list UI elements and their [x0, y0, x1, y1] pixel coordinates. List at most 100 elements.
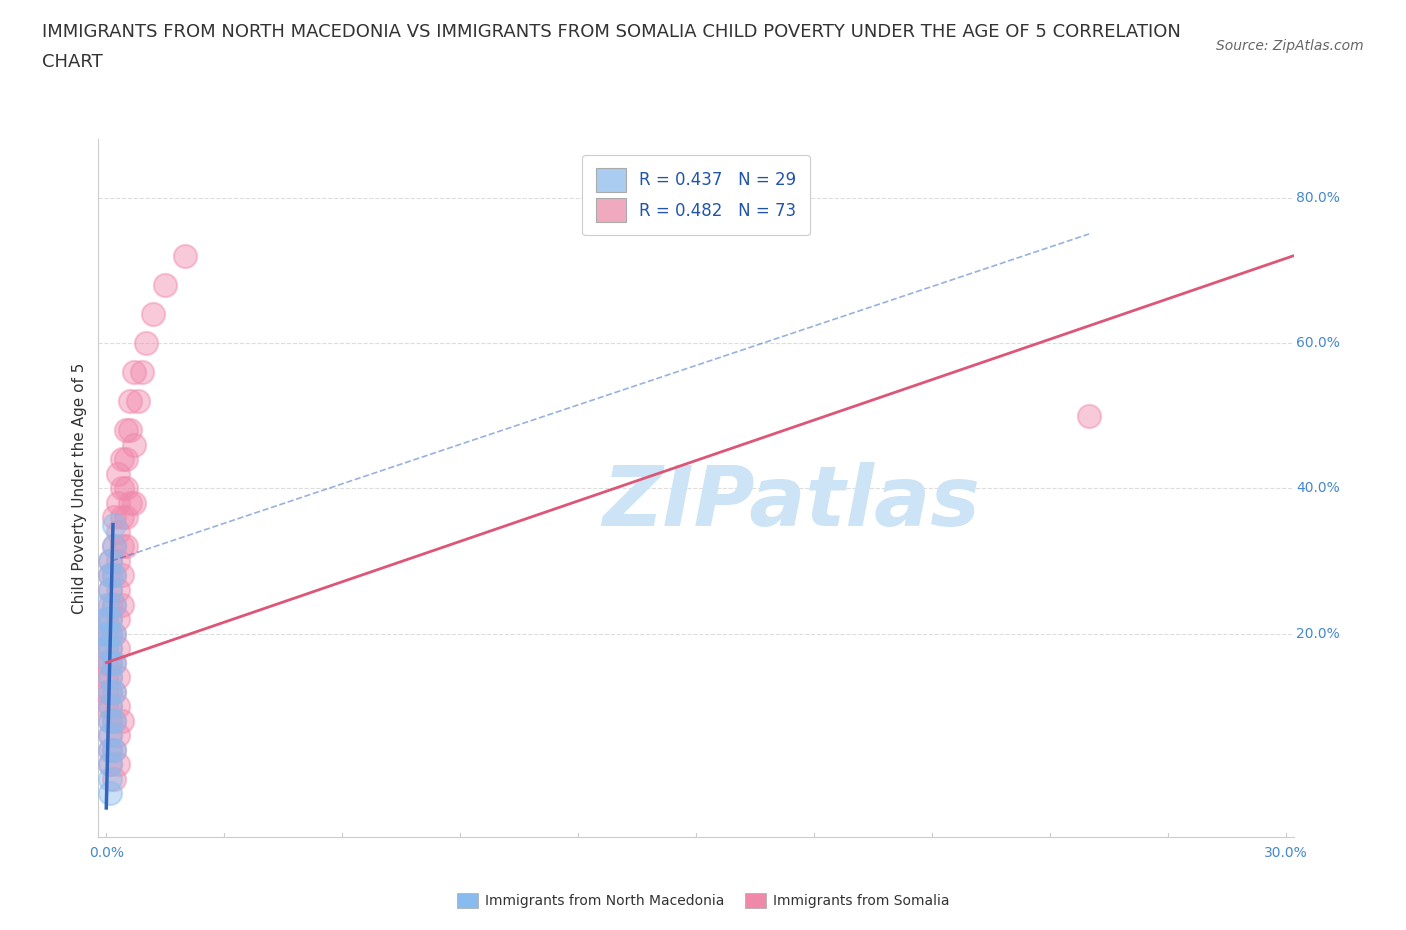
Point — [127, 393, 149, 408]
Point — [103, 684, 125, 699]
Point — [98, 684, 121, 699]
Point — [107, 582, 129, 597]
Point — [118, 393, 141, 408]
Point — [98, 684, 121, 699]
Point — [111, 510, 134, 525]
Point — [98, 786, 121, 801]
Point — [107, 612, 129, 627]
Point — [98, 757, 121, 772]
Point — [135, 336, 157, 351]
Text: 80.0%: 80.0% — [1296, 191, 1340, 205]
Point — [96, 641, 118, 656]
Point — [103, 742, 125, 757]
Point — [103, 539, 125, 554]
Point — [103, 597, 125, 612]
Point — [98, 698, 121, 713]
Point — [111, 481, 134, 496]
Point — [98, 728, 121, 743]
Point — [111, 597, 134, 612]
Point — [98, 742, 121, 757]
Point — [103, 626, 125, 641]
Point — [98, 626, 121, 641]
Point — [1078, 408, 1101, 423]
Point — [98, 582, 121, 597]
Point — [96, 655, 118, 670]
Point — [122, 365, 145, 379]
Point — [115, 422, 138, 438]
Point — [98, 655, 121, 670]
Point — [98, 612, 121, 627]
Point — [115, 452, 138, 467]
Point — [96, 698, 118, 713]
Point — [98, 655, 121, 670]
Legend: R = 0.437   N = 29, R = 0.482   N = 73: R = 0.437 N = 29, R = 0.482 N = 73 — [582, 154, 810, 235]
Point — [96, 626, 118, 641]
Point — [96, 670, 118, 684]
Point — [98, 597, 121, 612]
Point — [103, 684, 125, 699]
Point — [98, 612, 121, 627]
Point — [98, 670, 121, 684]
Text: CHART: CHART — [42, 53, 103, 71]
Point — [122, 496, 145, 511]
Point — [98, 626, 121, 641]
Point — [111, 713, 134, 728]
Text: 0.0%: 0.0% — [89, 845, 124, 859]
Point — [174, 248, 197, 263]
Point — [98, 772, 121, 787]
Point — [103, 517, 125, 532]
Legend: Immigrants from North Macedonia, Immigrants from Somalia: Immigrants from North Macedonia, Immigra… — [451, 888, 955, 914]
Point — [118, 422, 141, 438]
Point — [103, 597, 125, 612]
Point — [98, 742, 121, 757]
Point — [107, 757, 129, 772]
Point — [98, 670, 121, 684]
Point — [98, 698, 121, 713]
Point — [115, 539, 138, 554]
Point — [98, 713, 121, 728]
Point — [96, 641, 118, 656]
Point — [111, 539, 134, 554]
Point — [103, 626, 125, 641]
Point — [98, 553, 121, 568]
Point — [103, 510, 125, 525]
Point — [103, 655, 125, 670]
Point — [122, 437, 145, 452]
Point — [103, 772, 125, 787]
Point — [96, 626, 118, 641]
Point — [107, 553, 129, 568]
Point — [107, 670, 129, 684]
Point — [103, 713, 125, 728]
Point — [96, 612, 118, 627]
Point — [107, 525, 129, 539]
Point — [96, 612, 118, 627]
Point — [103, 655, 125, 670]
Point — [98, 728, 121, 743]
Text: 40.0%: 40.0% — [1296, 481, 1340, 496]
Point — [107, 728, 129, 743]
Point — [98, 553, 121, 568]
Point — [107, 466, 129, 481]
Point — [98, 641, 121, 656]
Text: ZIPatlas: ZIPatlas — [603, 461, 980, 543]
Text: IMMIGRANTS FROM NORTH MACEDONIA VS IMMIGRANTS FROM SOMALIA CHILD POVERTY UNDER T: IMMIGRANTS FROM NORTH MACEDONIA VS IMMIG… — [42, 23, 1181, 41]
Point — [98, 713, 121, 728]
Text: Source: ZipAtlas.com: Source: ZipAtlas.com — [1216, 39, 1364, 53]
Point — [98, 757, 121, 772]
Point — [155, 277, 177, 292]
Point — [107, 641, 129, 656]
Text: 60.0%: 60.0% — [1296, 336, 1340, 350]
Point — [115, 510, 138, 525]
Point — [107, 698, 129, 713]
Point — [115, 481, 138, 496]
Point — [118, 496, 141, 511]
Point — [131, 365, 153, 379]
Point — [98, 641, 121, 656]
Point — [103, 742, 125, 757]
Point — [96, 684, 118, 699]
Point — [98, 568, 121, 583]
Point — [111, 452, 134, 467]
Text: 20.0%: 20.0% — [1296, 627, 1340, 641]
Point — [103, 539, 125, 554]
Point — [107, 496, 129, 511]
